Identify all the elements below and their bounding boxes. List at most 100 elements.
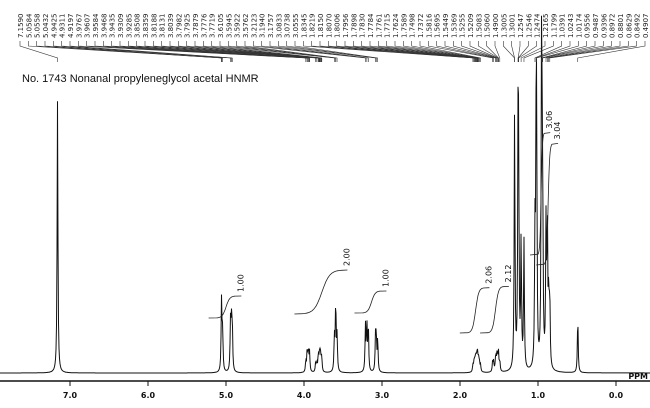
peak-label-connector xyxy=(523,41,554,62)
spectrum-trace xyxy=(0,15,650,374)
peak-label: 3.9584 xyxy=(92,13,100,38)
peak-label: 1.0391 xyxy=(559,14,567,39)
peak-label-connector xyxy=(353,41,477,62)
peak-label: 1.7589 xyxy=(400,14,408,39)
integral-label: 3.06 xyxy=(545,111,554,129)
peak-label-connector xyxy=(278,41,376,62)
peak-label-connector xyxy=(461,41,498,62)
peak-label: 3.0555 xyxy=(292,14,300,39)
peak-label-connector xyxy=(186,41,321,62)
peak-label-connector xyxy=(153,41,319,62)
peak-label: 0.9396 xyxy=(600,13,608,38)
peak-label: 0.4907 xyxy=(642,14,650,39)
peak-label-connector xyxy=(411,41,480,62)
peak-label-connector xyxy=(577,41,646,62)
peak-label-connector xyxy=(128,41,310,62)
x-tick-label: 5.0 xyxy=(219,391,234,400)
peak-label: 3.9309 xyxy=(117,14,125,39)
peak-label: 3.8508 xyxy=(134,14,142,39)
peak-label: 1.7372 xyxy=(417,14,425,39)
x-tick-label: 6.0 xyxy=(141,391,156,400)
x-axis-label: PPM xyxy=(628,372,648,381)
peak-label: 1.7715 xyxy=(384,14,392,39)
peak-label: 3.6105 xyxy=(217,14,225,39)
peak-label: 0.8801 xyxy=(617,14,625,39)
peak-label: 7.1590 xyxy=(17,14,25,39)
peak-label: 1.7830 xyxy=(359,14,367,39)
peak-label: 3.7879 xyxy=(192,14,200,39)
peak-label-connector xyxy=(361,41,478,62)
peak-label: 1.5255 xyxy=(459,14,467,39)
peak-label: 1.2547 xyxy=(517,14,525,39)
peak-label: 1.7624 xyxy=(392,13,400,38)
peak-label-connector xyxy=(403,41,480,62)
peak-label: 3.1940 xyxy=(259,14,267,39)
peak-label-connector xyxy=(219,41,335,62)
peak-label-connector xyxy=(469,41,498,62)
peak-label-connector xyxy=(161,41,319,62)
integral-label: 2.00 xyxy=(342,248,351,266)
peak-label: 3.8359 xyxy=(142,14,150,39)
peak-label: 4.9425 xyxy=(50,14,58,38)
peak-label: 0.9556 xyxy=(584,13,592,38)
peak-label: 5.0432 xyxy=(42,14,50,39)
peak-label: 1.3005 xyxy=(500,13,508,38)
peak-label-connector xyxy=(542,41,604,62)
peak-label-connector xyxy=(319,41,475,62)
peak-label-connector xyxy=(169,41,320,62)
peak-label: 3.7719 xyxy=(209,14,217,39)
peak-label-connector xyxy=(311,41,475,62)
peak-label-connector xyxy=(144,41,318,62)
peak-label: 5.0558 xyxy=(34,13,42,38)
peak-label-connector xyxy=(518,41,537,62)
peak-label: 1.0174 xyxy=(575,13,583,38)
peak-label: 3.9435 xyxy=(109,14,117,38)
peak-label: 0.9487 xyxy=(592,14,600,39)
peak-label: 3.9285 xyxy=(125,14,133,39)
chart-title: No. 1743 Nonanal propyleneglycol acetal … xyxy=(22,73,259,85)
peak-label-connector xyxy=(44,41,223,62)
x-tick-label: 1.0 xyxy=(531,391,546,400)
peak-label-connector xyxy=(136,41,316,62)
peak-label: 1.7956 xyxy=(342,13,350,38)
peak-label: 1.8345 xyxy=(300,14,308,39)
peak-label: 1.8219 xyxy=(309,14,317,39)
peak-label: 3.5762 xyxy=(242,14,250,39)
peak-label: 3.7982 xyxy=(175,14,183,39)
peak-label-connector xyxy=(61,41,232,62)
peak-label: 1.5209 xyxy=(467,14,475,39)
peak-label-connector xyxy=(261,41,368,62)
x-tick-label: 3.0 xyxy=(375,391,390,400)
peak-label-connector xyxy=(436,41,494,62)
peak-label-connector xyxy=(545,41,612,62)
peak-label-connector xyxy=(453,41,497,62)
peak-label-connector xyxy=(203,41,322,62)
peak-label-connector xyxy=(178,41,321,62)
peak-label-connector xyxy=(378,41,478,62)
peak-label: 3.2123 xyxy=(250,14,258,39)
integral-label: 3.04 xyxy=(553,122,562,140)
peak-label-connector xyxy=(541,41,587,62)
peak-label: 1.5449 xyxy=(442,14,450,39)
peak-label-connector xyxy=(520,41,546,62)
integral-curve xyxy=(294,269,348,315)
peak-label-connector xyxy=(286,41,377,62)
peak-label: 3.7776 xyxy=(200,13,208,38)
peak-label: 1.2474 xyxy=(534,13,542,38)
peak-label: 1.3001 xyxy=(509,14,517,39)
peak-label: 1.5083 xyxy=(475,14,483,39)
peak-label: 1.5060 xyxy=(484,14,492,38)
peak-label: 4.9311 xyxy=(59,14,67,39)
peak-label-connector xyxy=(294,41,378,62)
peak-label: 1.8006 xyxy=(334,13,342,38)
peak-label-connector xyxy=(549,41,637,62)
peak-label: 1.4900 xyxy=(492,14,500,39)
peak-label-connector xyxy=(269,41,369,62)
integral-curve xyxy=(536,143,559,266)
peak-label: 1.8070 xyxy=(325,14,333,39)
peak-label: 4.9197 xyxy=(67,14,75,39)
peak-label: 3.5922 xyxy=(234,13,242,38)
integral-label: 2.12 xyxy=(504,265,513,283)
peak-label: 1.0243 xyxy=(567,14,575,39)
peak-label: 3.1757 xyxy=(267,14,275,39)
